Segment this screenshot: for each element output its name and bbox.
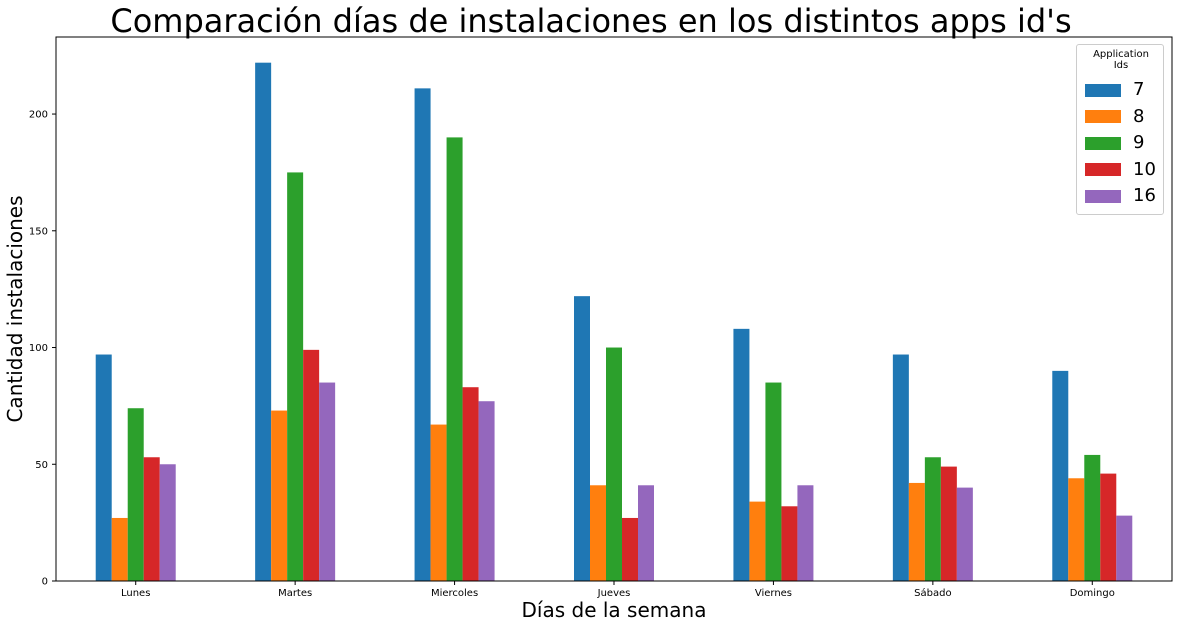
bar-Jueves-7 [574, 296, 590, 581]
legend-swatch [1085, 163, 1121, 177]
bar-Domingo-16 [1116, 515, 1133, 581]
x-tick-label: Jueves [597, 588, 631, 599]
bar-Sábado-10 [940, 466, 957, 581]
legend-entries: 7 8 9 10 16 [1085, 77, 1157, 210]
bars-layer [95, 62, 1133, 582]
bar-Lunes-7 [95, 354, 112, 581]
legend-label: 10 [1133, 158, 1156, 180]
legend-entry: 16 [1085, 183, 1157, 210]
legend-entry: 8 [1085, 104, 1157, 131]
bar-Domingo-8 [1068, 478, 1085, 581]
bar-Viernes-7 [733, 328, 750, 581]
bar-Miercoles-7 [414, 88, 431, 581]
bar-Miercoles-16 [478, 401, 495, 581]
legend-label: 16 [1133, 185, 1156, 207]
legend-swatch [1085, 83, 1121, 97]
x-tick-label: Martes [278, 588, 312, 599]
bar-Martes-9 [287, 172, 304, 581]
bar-Jueves-8 [590, 485, 606, 581]
bar-Miercoles-8 [430, 424, 447, 581]
bar-Sábado-16 [956, 487, 973, 581]
legend-swatch [1085, 110, 1121, 124]
x-tick-label: Viernes [755, 588, 792, 599]
bar-Viernes-16 [797, 485, 814, 581]
bar-Miercoles-9 [446, 137, 463, 582]
legend-swatch [1085, 136, 1121, 150]
bar-Viernes-9 [765, 382, 782, 581]
legend-label: 8 [1133, 105, 1145, 127]
bar-Lunes-9 [127, 408, 144, 581]
bar-Viernes-10 [781, 506, 798, 581]
bar-Miercoles-10 [462, 387, 479, 581]
bar-Sábado-8 [908, 482, 925, 581]
bar-Viernes-8 [749, 501, 766, 581]
legend-entry: 7 [1085, 77, 1157, 104]
legend-label: 7 [1133, 79, 1145, 101]
legend: Application Ids 7 8 9 10 16 [1076, 44, 1164, 215]
bar-Domingo-9 [1084, 454, 1101, 581]
x-axis-label: Días de la semana [522, 598, 707, 622]
legend-entry: 10 [1085, 157, 1157, 184]
bar-Lunes-10 [143, 457, 160, 581]
legend-title: Application Ids [1093, 49, 1149, 71]
y-tick-label: 200 [29, 110, 48, 121]
x-tick-label: Lunes [121, 588, 150, 599]
bar-Martes-10 [303, 349, 320, 581]
bar-Martes-16 [319, 382, 336, 581]
x-tick-label: Sábado [914, 587, 951, 599]
bar-Sábado-7 [892, 354, 909, 581]
legend-swatch [1085, 189, 1121, 203]
y-tick-label: 100 [29, 343, 48, 354]
legend-entry: 9 [1085, 130, 1157, 157]
axes-layer: 0 50 100 150 200 Lunes Martes Miercoles Jueves Vi… [29, 36, 1173, 599]
bar-Jueves-10 [622, 517, 638, 581]
y-tick-label: 150 [29, 226, 48, 237]
bar-Sábado-9 [924, 457, 941, 581]
y-tick-label: 0 [42, 577, 48, 588]
bar-Martes-7 [255, 62, 272, 582]
bar-Jueves-16 [638, 485, 654, 581]
x-tick-label: Miercoles [431, 588, 478, 599]
bar-Domingo-10 [1100, 473, 1117, 581]
bar-Jueves-9 [606, 347, 622, 581]
y-tick-label: 50 [35, 460, 48, 471]
bar-Martes-8 [271, 410, 288, 581]
y-axis-label: Cantidad instalaciones [3, 195, 27, 422]
bar-Lunes-16 [159, 464, 176, 581]
x-tick-label: Domingo [1070, 588, 1115, 599]
bar-Domingo-7 [1052, 370, 1069, 581]
legend-label: 9 [1133, 132, 1145, 154]
chart-title: Comparación días de instalaciones en los… [110, 2, 1072, 40]
bar-Lunes-8 [111, 517, 128, 581]
